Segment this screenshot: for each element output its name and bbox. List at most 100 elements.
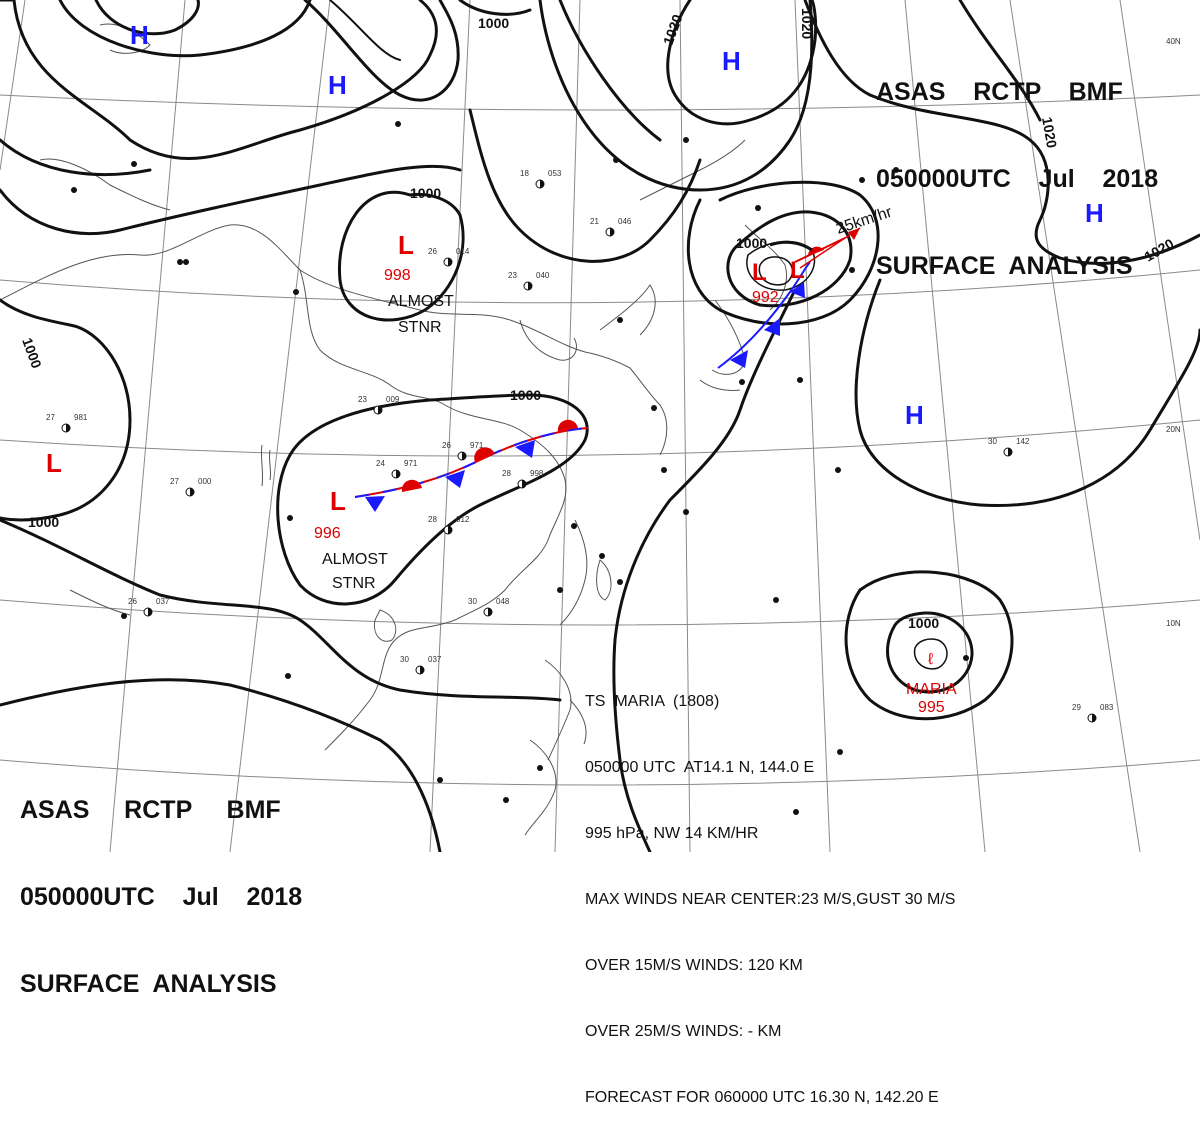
- station-plot: 27 981: [46, 413, 88, 433]
- isobar-label-west-a: 1000: [19, 336, 45, 371]
- header-bottom-left: ASAS RCTP BMF 050000UTC Jul 2018 SURFACE…: [20, 738, 302, 1028]
- storm-maria-name: MARIA: [906, 681, 957, 698]
- storm-maria-icon: ℓ: [928, 651, 933, 668]
- storm-info-line-6: OVER 25M/S WINDS: - KM: [585, 1023, 782, 1040]
- header-top-right-line-1: ASAS RCTP BMF: [876, 78, 1123, 106]
- storm-info-line-3: 995 hPa, NW 14 KM/HR: [585, 825, 759, 842]
- low-west-symbol: L: [46, 448, 62, 478]
- station-pressure: 142: [1016, 437, 1030, 446]
- station-temp: 23: [508, 271, 517, 280]
- isobar-label-japan: 1000: [736, 235, 767, 251]
- low-north-note-1: ALMOST: [388, 293, 454, 310]
- storm-info-block: TS MARIA (1808) 050000 UTC AT14.1 N, 144…: [585, 647, 955, 1131]
- lat-label-20n: 20N: [1166, 425, 1181, 434]
- pressure-systems: H H H H H L 998 ALMOST STNR L 996 ALMOST…: [46, 20, 1104, 716]
- header-bottom-left-line-1: ASAS RCTP BMF: [20, 796, 281, 824]
- isobar-label-west-b: 1000: [28, 514, 59, 530]
- low-north-value: 998: [384, 267, 411, 284]
- occluded-front-japan: [769, 240, 813, 252]
- high-topleft-symbol: H: [130, 20, 149, 50]
- storm-maria-value: 995: [918, 699, 945, 716]
- lat-label-10n: 10N: [1166, 619, 1181, 628]
- station-temp: 21: [590, 217, 599, 226]
- station-pressure: 048: [496, 597, 510, 606]
- station-dots: [71, 121, 969, 815]
- low-center-note-1: ALMOST: [322, 551, 388, 568]
- header-top-right: ASAS RCTP BMF 050000UTC Jul 2018 SURFACE…: [876, 20, 1158, 310]
- station-pressure: 012: [456, 515, 470, 524]
- low-japan-1-symbol: L: [752, 259, 767, 286]
- lat-label-40n: 40N: [1166, 37, 1181, 46]
- station-plot: 29 083: [1072, 703, 1114, 723]
- low-center-note-2: STNR: [332, 575, 376, 592]
- isobar-label-1020-b: 1020: [799, 8, 815, 39]
- station-plot: 28 998: [502, 469, 544, 489]
- low-center-symbol: L: [330, 486, 346, 516]
- high-pacific-symbol: H: [905, 400, 924, 430]
- station-plot: 26 971: [442, 441, 484, 461]
- station-plot: 26 014: [428, 247, 470, 267]
- station-temp: 26: [428, 247, 437, 256]
- isobar-label-top: 1000: [478, 15, 509, 31]
- storm-info-line-1: TS MARIA (1808): [585, 693, 720, 710]
- station-pressure: 971: [404, 459, 418, 468]
- station-temp: 28: [502, 469, 511, 478]
- station-pressure: 083: [1100, 703, 1114, 712]
- isobar-label-north: 1000: [410, 185, 441, 201]
- station-temp: 26: [128, 597, 137, 606]
- storm-info-line-5: OVER 15M/S WINDS: 120 KM: [585, 957, 803, 974]
- station-pressure: 014: [456, 247, 470, 256]
- isobar-label-1020-c: 1020: [1039, 116, 1060, 150]
- station-pressure: 046: [618, 217, 632, 226]
- station-temp: 18: [520, 169, 529, 178]
- station-plot: 26 037: [128, 597, 170, 617]
- station-temp: 28: [428, 515, 437, 524]
- low-japan-2-symbol: L: [790, 257, 805, 284]
- station-plot: 30 037: [400, 655, 442, 675]
- station-plot: 30 142: [988, 437, 1030, 457]
- cold-front-japan: [717, 261, 811, 369]
- station-plots: 26 971 28 998 23 009 26 014 23 040 27 00…: [46, 169, 1114, 723]
- station-plot: 28 012: [428, 515, 470, 535]
- storm-info-line-4: MAX WINDS NEAR CENTER:23 M/S,GUST 30 M/S: [585, 891, 956, 908]
- isobars: [0, 0, 1200, 852]
- low-japan-2-value: 992: [752, 289, 779, 306]
- station-pressure: 037: [428, 655, 442, 664]
- station-temp: 30: [468, 597, 477, 606]
- station-pressure: 000: [198, 477, 212, 486]
- station-temp: 24: [376, 459, 385, 468]
- station-plot: 23 040: [508, 271, 550, 291]
- station-temp: 27: [170, 477, 179, 486]
- station-plot: 23 009: [358, 395, 400, 415]
- station-plot: 24 971: [376, 459, 418, 479]
- station-pressure: 053: [548, 169, 562, 178]
- station-plot: 18 053: [520, 169, 562, 189]
- isobar-label-center: 1000: [510, 387, 541, 403]
- high-upper-symbol: H: [328, 70, 347, 100]
- station-pressure: 040: [536, 271, 550, 280]
- header-bottom-left-line-3: SURFACE ANALYSIS: [20, 970, 277, 998]
- header-top-right-line-2: 050000UTC Jul 2018: [876, 165, 1159, 193]
- motion-arrow: [799, 227, 861, 269]
- high-japan-symbol: H: [722, 46, 741, 76]
- high-east-symbol: H: [1085, 198, 1104, 228]
- storm-info-line-7: FORECAST FOR 060000 UTC 16.30 N, 142.20 …: [585, 1089, 939, 1106]
- station-temp: 29: [1072, 703, 1081, 712]
- station-temp: 30: [400, 655, 409, 664]
- station-pressure: 971: [470, 441, 484, 450]
- station-pressure: 037: [156, 597, 170, 606]
- station-plot: 27 000: [170, 477, 212, 497]
- station-pressure: 998: [530, 469, 544, 478]
- station-plot: 30 048: [468, 597, 510, 617]
- station-temp: 27: [46, 413, 55, 422]
- stationary-front: [354, 419, 589, 512]
- station-temp: 26: [442, 441, 451, 450]
- station-pressure: 009: [386, 395, 400, 404]
- station-pressure: 981: [74, 413, 88, 422]
- header-top-right-line-3: SURFACE ANALYSIS: [876, 252, 1133, 280]
- isobar-label-maria: 1000: [908, 615, 939, 631]
- storm-info-line-2: 050000 UTC AT14.1 N, 144.0 E: [585, 759, 815, 776]
- weather-map: H H H H H L 998 ALMOST STNR L 996 ALMOST…: [0, 0, 1200, 852]
- header-bottom-left-line-2: 050000UTC Jul 2018: [20, 883, 303, 911]
- low-north-note-2: STNR: [398, 319, 442, 336]
